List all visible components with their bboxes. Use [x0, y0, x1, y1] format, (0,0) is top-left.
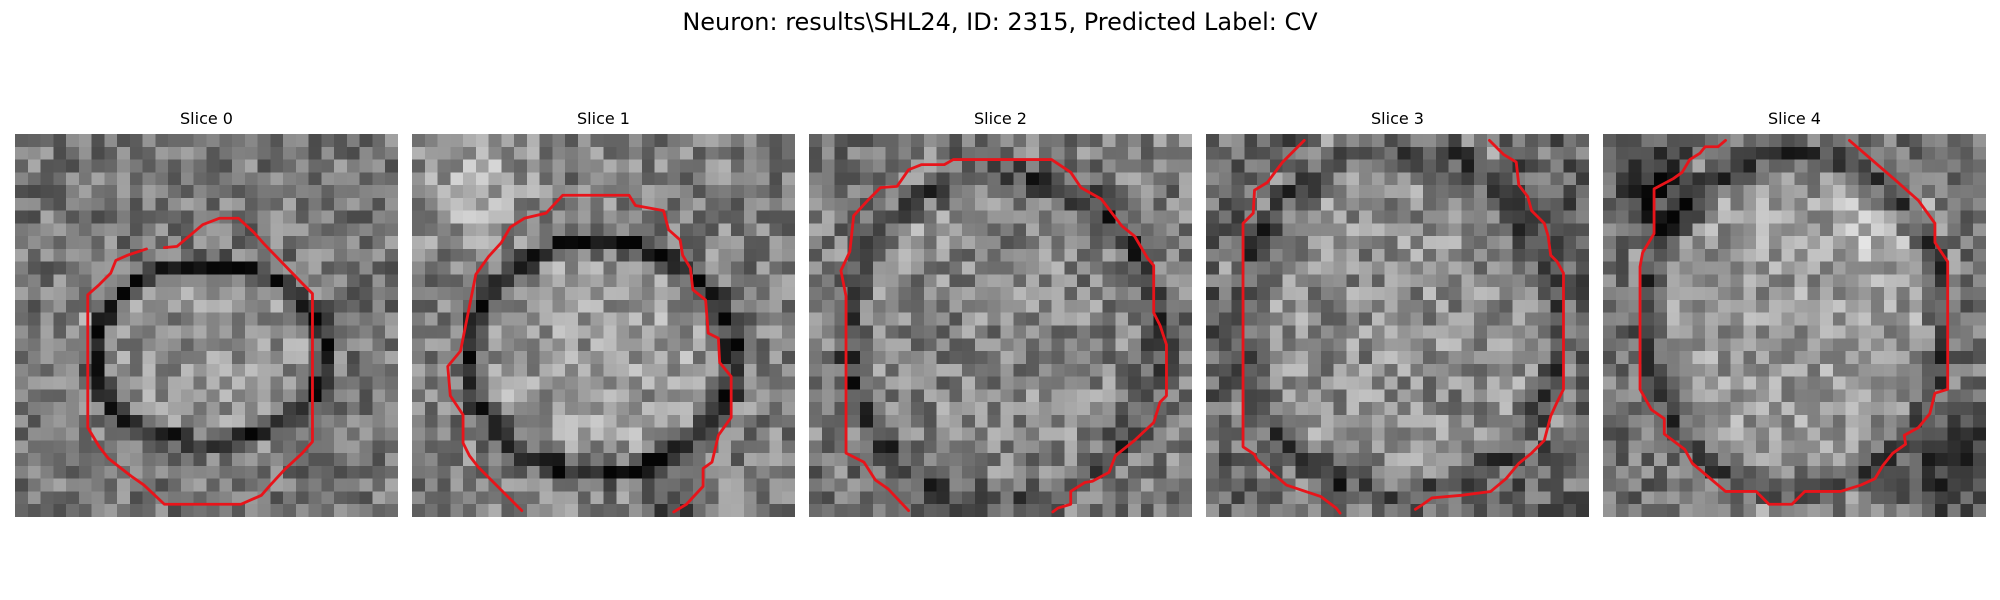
- slice-panel-2: Slice 2: [809, 108, 1192, 517]
- slice-panel-1: Slice 1: [412, 108, 795, 517]
- slice-title-2: Slice 2: [974, 109, 1027, 128]
- slice-title-4: Slice 4: [1768, 109, 1821, 128]
- figure-title: Neuron: results\SHL24, ID: 2315, Predict…: [682, 8, 1318, 36]
- contour-line: [839, 158, 1168, 514]
- slice-title-0: Slice 0: [180, 109, 233, 128]
- slice-title-1: Slice 1: [577, 109, 630, 128]
- slice-image-3: [1206, 134, 1589, 517]
- contour-line: [86, 216, 314, 506]
- contour-line: [446, 193, 733, 514]
- slice-image-4: [1603, 134, 1986, 517]
- slice-panel-3: Slice 3: [1206, 108, 1589, 517]
- slice-title-3: Slice 3: [1371, 109, 1424, 128]
- slice-image-2: [809, 134, 1192, 517]
- contour-line: [1413, 138, 1565, 511]
- slice-image-0: [15, 134, 398, 517]
- slice-panel-4: Slice 4: [1603, 108, 1986, 517]
- contour-line: [1241, 138, 1342, 515]
- slice-panel-0: Slice 0: [15, 108, 398, 517]
- contour-line: [1638, 138, 1950, 506]
- slice-image-1: [412, 134, 795, 517]
